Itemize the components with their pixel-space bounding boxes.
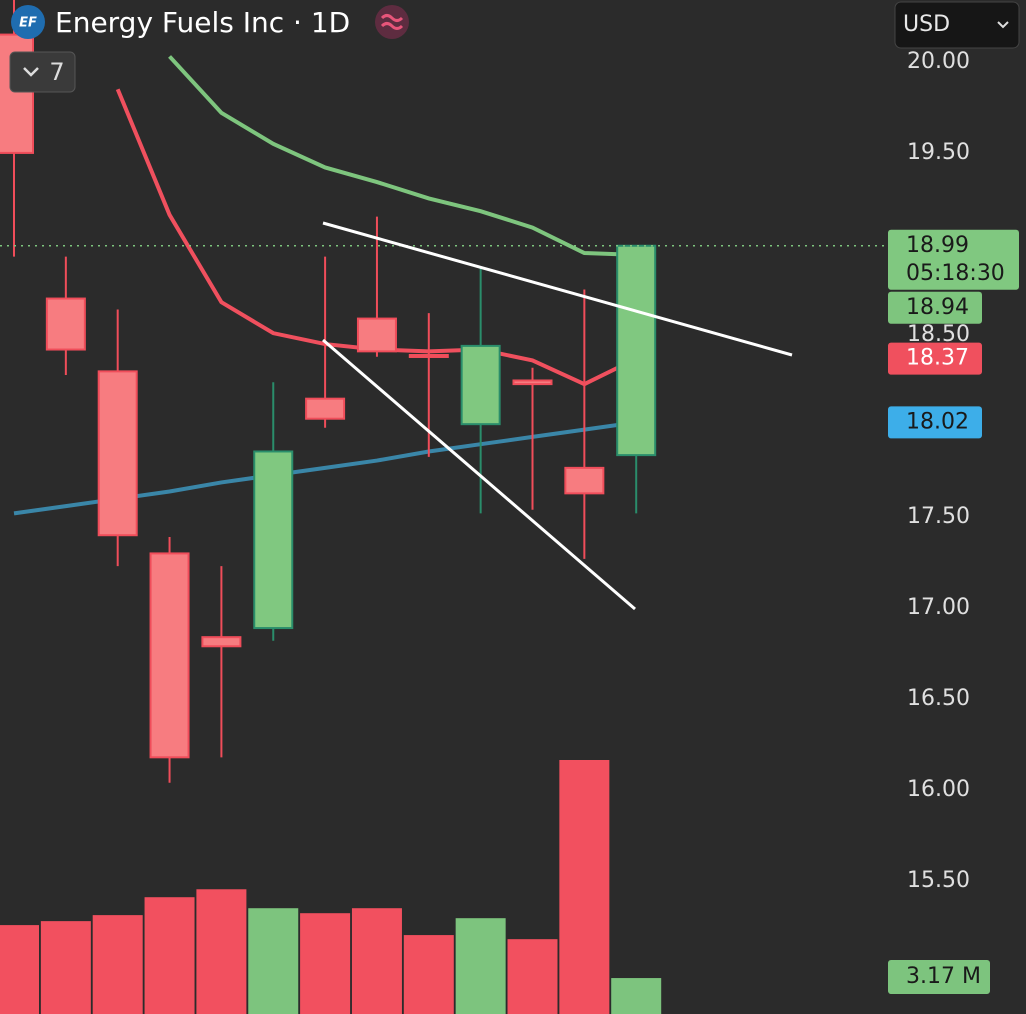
source-icon <box>375 5 409 39</box>
volume-bar <box>0 925 39 1014</box>
source-icon-glyph <box>380 14 404 30</box>
candle-body <box>253 450 294 630</box>
price-axis: 15.5016.0016.5017.0017.5018.5019.5020.00… <box>888 49 1019 994</box>
candle-body <box>356 317 397 353</box>
y-tick-label: 19.50 <box>907 140 970 165</box>
y-tick-label: 16.50 <box>907 686 970 711</box>
logo-text: EF <box>19 16 37 31</box>
price-badge-label: 18.02 <box>906 409 969 434</box>
candle-body <box>616 244 657 457</box>
volume-bar <box>144 897 195 1014</box>
volume-bar <box>196 889 247 1014</box>
candle-body <box>45 297 86 351</box>
price-badge <box>888 342 982 375</box>
candle-body <box>97 370 138 537</box>
y-tick-label: 16.00 <box>907 777 970 802</box>
volume-bar <box>351 908 402 1014</box>
price-badge <box>888 406 982 439</box>
volume-badge-label: 3.17 M <box>906 964 981 989</box>
volume-bar <box>455 918 506 1014</box>
chart-title: Energy Fuels Inc · 1D <box>55 6 350 39</box>
volume-bar <box>507 939 558 1014</box>
y-tick-label: 17.00 <box>907 595 970 620</box>
volume-bar <box>611 978 662 1014</box>
volume-bar <box>403 935 454 1014</box>
volume-badge <box>888 960 990 994</box>
indicator-count: 7 <box>49 58 64 86</box>
candle-body <box>512 379 553 386</box>
logo <box>11 5 45 39</box>
price-badge <box>888 229 1019 290</box>
trend-line <box>322 338 636 611</box>
volume-bar <box>559 760 610 1014</box>
plot-area <box>0 0 885 1014</box>
candle-body <box>201 636 242 648</box>
candle-body <box>564 466 605 495</box>
candle-body <box>149 552 190 759</box>
candle-body <box>460 344 501 426</box>
header: EF Energy Fuels Inc · 1D 7 USD <box>9 1 1020 93</box>
y-tick-label: 20.00 <box>907 49 970 74</box>
volume-bar <box>92 915 143 1014</box>
chevron <box>997 21 1009 29</box>
y-tick-label: 17.50 <box>907 504 970 529</box>
currency-select[interactable] <box>894 1 1020 49</box>
price-badge-label: 18.99 <box>906 233 969 258</box>
trend-line <box>322 221 793 357</box>
candle-body <box>305 397 346 420</box>
chevron <box>23 67 39 77</box>
candle-body <box>408 353 449 358</box>
price-badge-label: 18.94 <box>906 295 969 320</box>
price-badge-label: 05:18:30 <box>906 261 1005 286</box>
volume-bar <box>40 921 91 1014</box>
currency: USD <box>903 12 950 37</box>
price-badge <box>888 291 982 324</box>
moving-average <box>168 55 637 257</box>
price-badge-label: 18.37 <box>906 346 969 371</box>
volume-bar <box>300 913 351 1014</box>
indicators-toggle[interactable] <box>9 51 76 93</box>
y-tick-label: 15.50 <box>907 868 970 893</box>
volume-bar <box>248 908 299 1014</box>
